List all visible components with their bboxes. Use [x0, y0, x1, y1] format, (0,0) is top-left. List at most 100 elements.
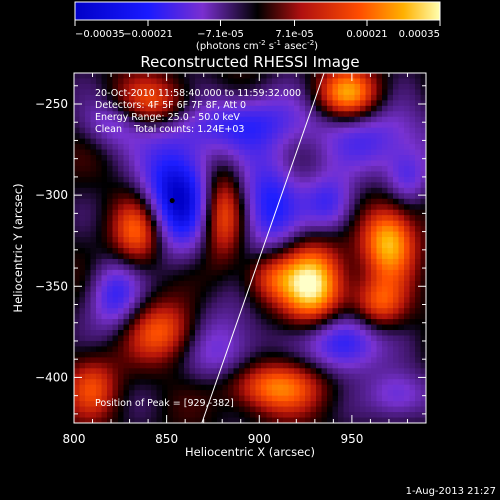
heatmap-cell	[200, 248, 207, 255]
heatmap-cell	[151, 302, 158, 309]
heatmap-cell	[338, 237, 345, 244]
heatmap-cell	[140, 138, 147, 145]
heatmap-cell	[123, 384, 130, 391]
heatmap-cell	[145, 220, 152, 227]
heatmap-cell	[129, 171, 136, 178]
heatmap-cell	[305, 122, 312, 129]
heatmap-cell	[327, 94, 334, 101]
heatmap-cell	[85, 209, 92, 216]
heatmap-cell	[200, 116, 207, 123]
heatmap-cell	[123, 253, 130, 260]
heatmap-cell	[305, 209, 312, 216]
heatmap-cell	[420, 253, 426, 260]
heatmap-cell	[173, 226, 180, 233]
heatmap-cell	[255, 330, 262, 337]
heatmap-cell	[277, 373, 284, 380]
heatmap-cell	[151, 291, 158, 298]
heatmap-cell	[310, 160, 317, 167]
heatmap-cell	[261, 362, 268, 369]
heatmap-cell	[140, 319, 147, 326]
heatmap-cell	[288, 253, 295, 260]
heatmap-cell	[349, 286, 356, 293]
heatmap-cell	[162, 160, 169, 167]
heatmap-cell	[409, 390, 416, 397]
heatmap-cell	[404, 258, 411, 266]
heatmap-cell	[206, 412, 213, 419]
heatmap-cell	[178, 133, 185, 140]
heatmap-cell	[178, 209, 185, 216]
heatmap-cell	[294, 269, 301, 276]
heatmap-cell	[90, 258, 97, 266]
heatmap-cell	[140, 187, 147, 194]
heatmap-cell	[189, 313, 196, 320]
heatmap-cell	[244, 144, 251, 151]
heatmap-cell	[85, 176, 92, 183]
heatmap-cell	[272, 105, 279, 112]
heatmap-cell	[371, 242, 378, 249]
heatmap-cell	[283, 78, 290, 85]
heatmap-cell	[255, 242, 262, 249]
heatmap-cell	[112, 362, 119, 369]
heatmap-cell	[288, 187, 295, 194]
heatmap-cell	[151, 171, 158, 178]
heatmap-cell	[387, 297, 394, 304]
heatmap-cell	[162, 116, 169, 123]
heatmap-cell	[316, 319, 323, 326]
heatmap-cell	[189, 340, 196, 348]
heatmap-cell	[162, 346, 169, 353]
heatmap-cell	[85, 258, 92, 266]
heatmap-cell	[184, 94, 191, 101]
heatmap-cell	[85, 144, 92, 151]
heatmap-cell	[85, 226, 92, 233]
heatmap-cell	[338, 335, 345, 342]
heatmap-cell	[393, 83, 400, 91]
heatmap-cell	[162, 100, 169, 107]
heatmap-cell	[123, 406, 130, 413]
heatmap-cell	[74, 209, 81, 216]
heatmap-cell	[222, 165, 229, 173]
heatmap-cell	[332, 144, 339, 151]
x-axis-title: Heliocentric X (arcsec)	[185, 445, 315, 459]
heatmap-cell	[79, 144, 86, 151]
heatmap-cell	[173, 390, 180, 397]
heatmap-cell	[332, 231, 339, 238]
heatmap-cell	[162, 94, 169, 101]
heatmap-cell	[327, 105, 334, 112]
heatmap-cell	[101, 116, 108, 123]
heatmap-cell	[206, 237, 213, 244]
heatmap-cell	[134, 149, 141, 156]
heatmap-cell	[90, 155, 97, 162]
heatmap-cell	[420, 215, 426, 222]
heatmap-cell	[140, 258, 147, 266]
heatmap-cell	[123, 373, 130, 380]
heatmap-cell	[222, 384, 229, 391]
heatmap-cell	[288, 302, 295, 309]
heatmap-cell	[305, 111, 312, 118]
heatmap-cell	[415, 127, 422, 134]
heatmap-cell	[387, 171, 394, 178]
heatmap-cell	[404, 138, 411, 145]
heatmap-cell	[195, 111, 202, 118]
heatmap-cell	[266, 351, 273, 358]
heatmap-cell	[343, 100, 350, 107]
heatmap-cell	[277, 395, 284, 402]
heatmap-cell	[228, 248, 235, 255]
heatmap-cell	[288, 417, 295, 423]
heatmap-cell	[151, 351, 158, 358]
heatmap-cell	[288, 209, 295, 216]
heatmap-cell	[244, 368, 251, 375]
heatmap-cell	[173, 302, 180, 309]
heatmap-cell	[382, 286, 389, 293]
heatmap-cell	[349, 198, 356, 205]
heatmap-cell	[228, 215, 235, 222]
heatmap-cell	[409, 155, 416, 162]
heatmap-cell	[354, 368, 361, 375]
heatmap-cell	[140, 302, 147, 309]
heatmap-cell	[107, 362, 114, 369]
heatmap-cell	[79, 122, 86, 129]
heatmap-cell	[321, 242, 328, 249]
heatmap-cell	[272, 384, 279, 391]
heatmap-cell	[79, 384, 86, 391]
heatmap-cell	[338, 390, 345, 397]
heatmap-cell	[134, 357, 141, 364]
